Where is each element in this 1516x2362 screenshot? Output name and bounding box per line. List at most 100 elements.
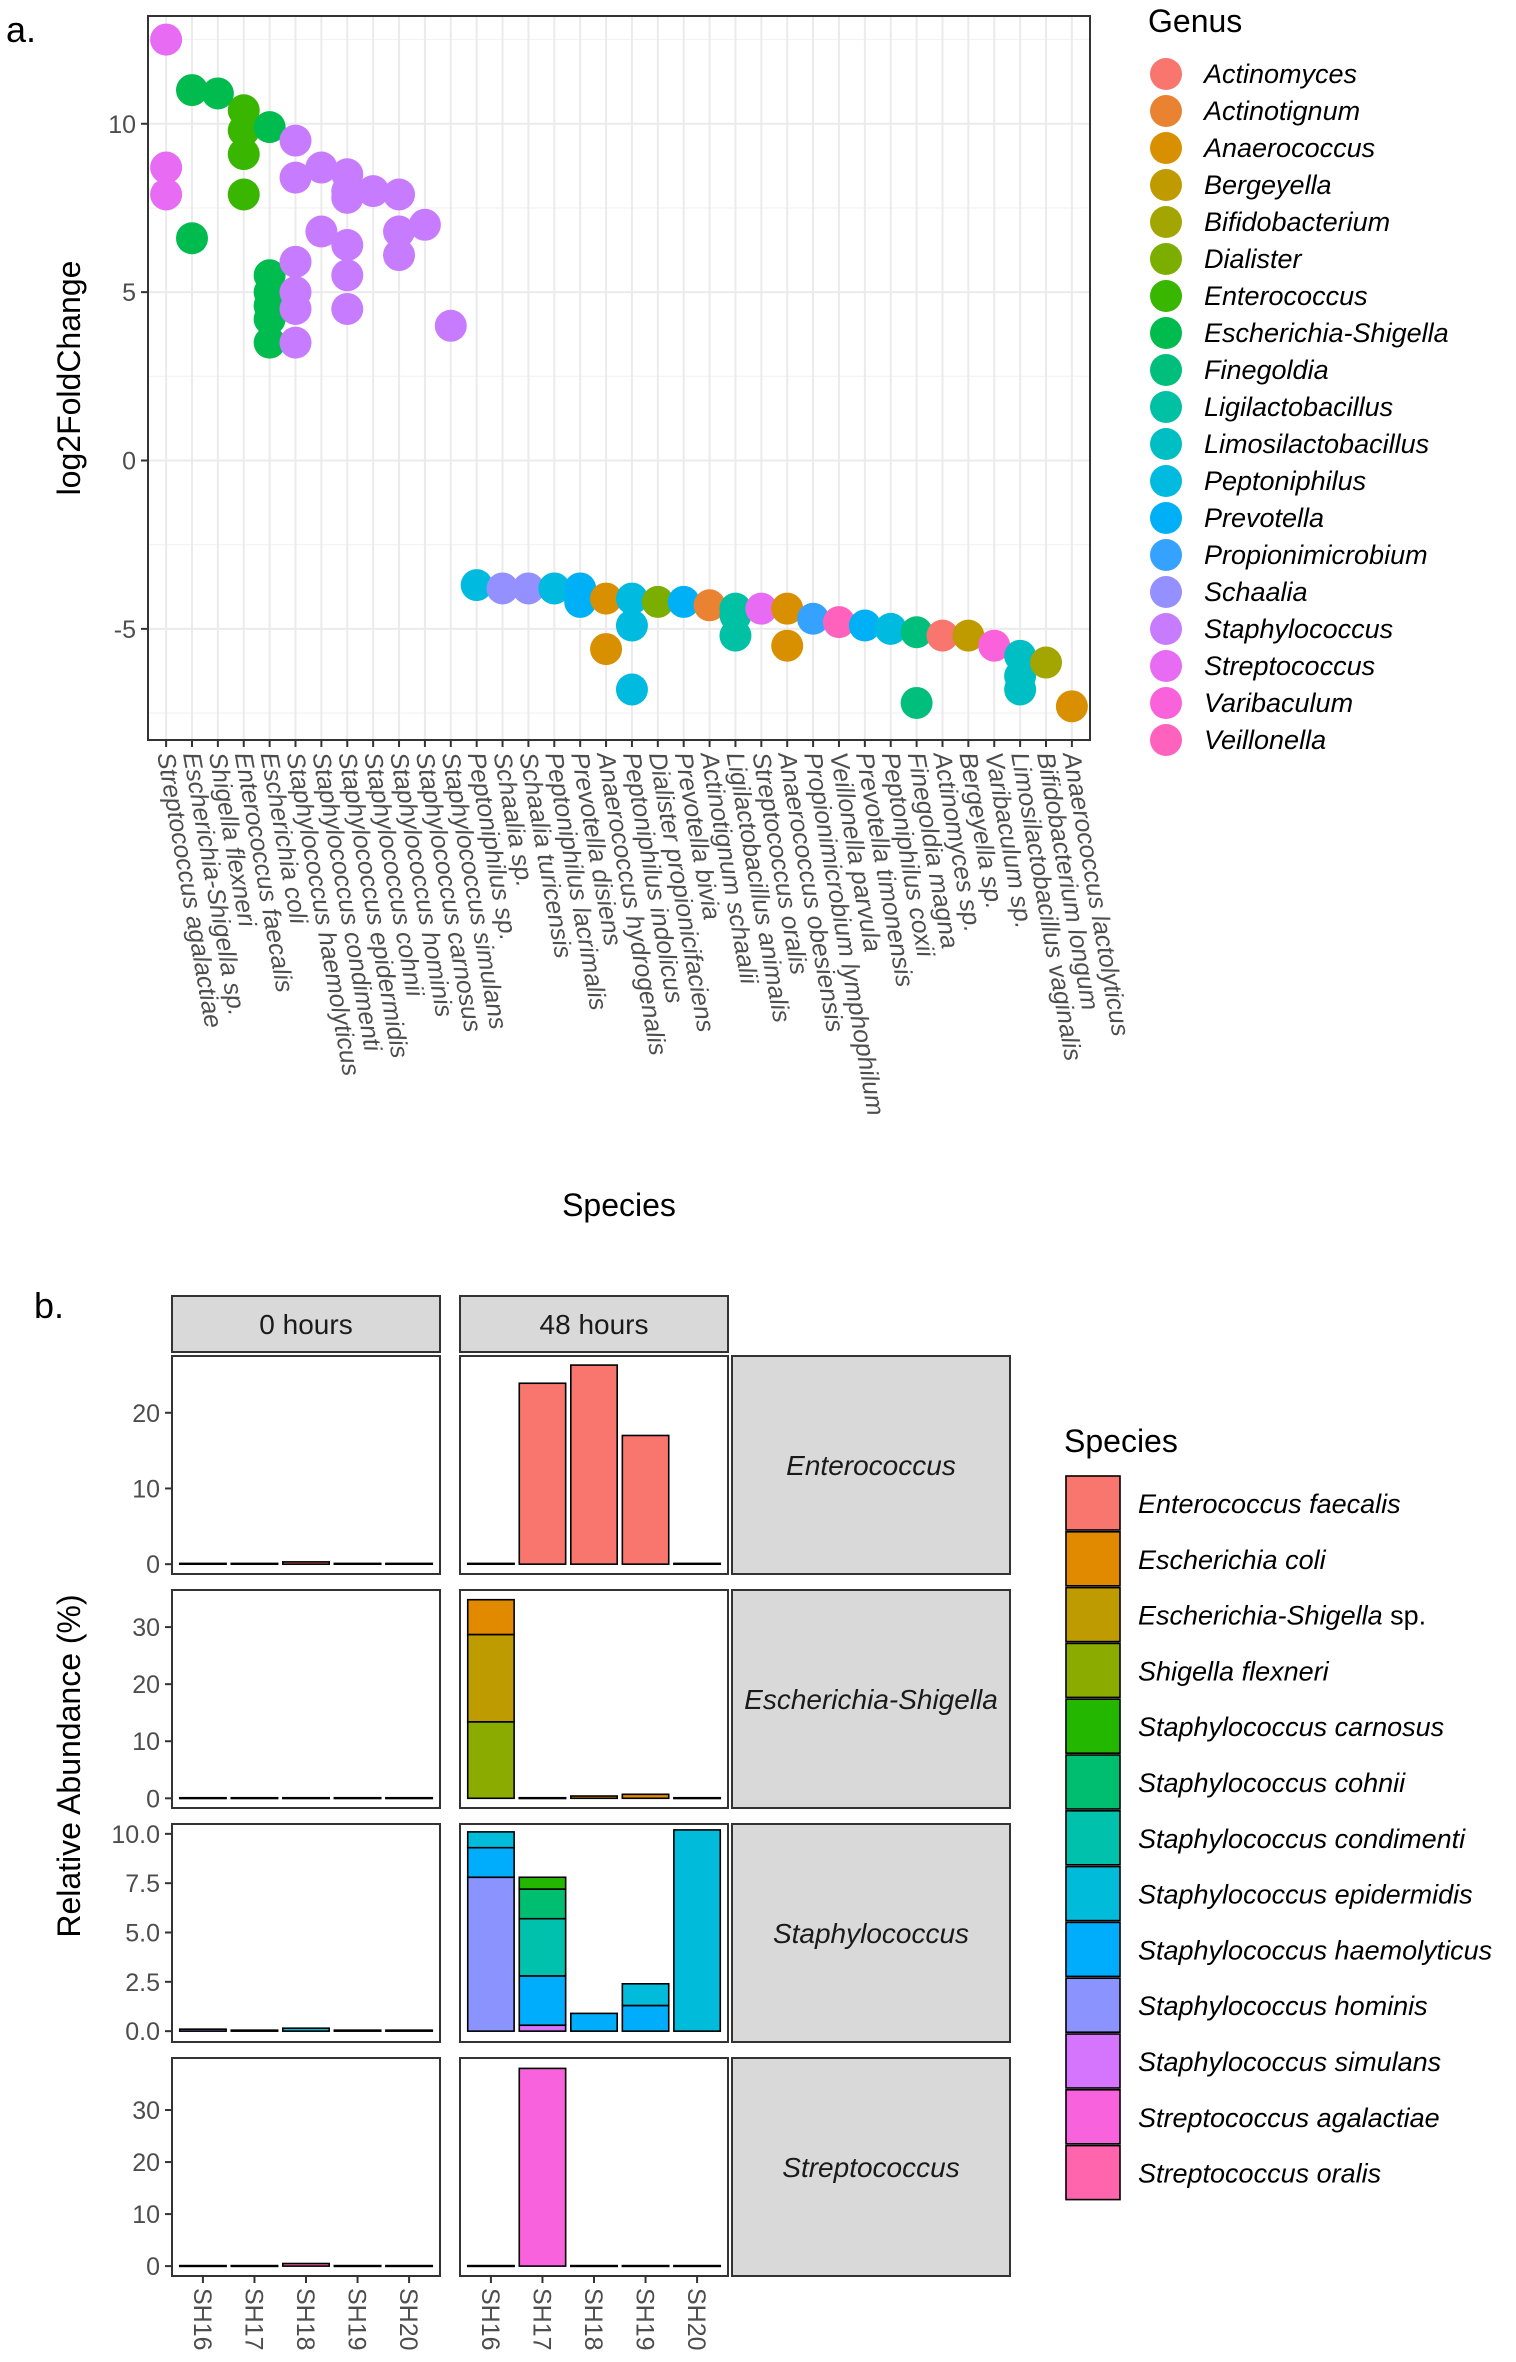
legend-label-name: Staphylococcus simulans xyxy=(1138,2047,1441,2077)
x-tick-label-sh17: SH17 xyxy=(239,2288,267,2351)
bar-enterococcus-48-hours-sh16-enterococcus-faecalis xyxy=(466,1562,515,1566)
legend-label-name: Staphylococcus hominis xyxy=(1138,1991,1428,2021)
bar-streptococcus-48-hours-sh17-streptococcus-agalactiae xyxy=(518,2067,567,2267)
legend-label-staphylococcus-condimenti: Staphylococcus condimenti xyxy=(1138,1824,1466,1854)
legend-key-propionimicrobium xyxy=(1150,539,1182,571)
point-bergeyella-sp-0 xyxy=(952,619,985,652)
legend-key-staphylococcus-carnosus xyxy=(1065,1698,1121,1754)
bar-staphylococcus-48-hours-sh17-staphylococcus-simulans xyxy=(518,2024,567,2032)
legend-label-staphylococcus-hominis: Staphylococcus hominis xyxy=(1138,1991,1428,2021)
point-staphylococcus-condimenti-0 xyxy=(305,151,338,184)
legend-key-staphylococcus-cohnii xyxy=(1065,1754,1121,1810)
panel-b-bars: 0 hours 48 hours Enterococcus 0 10 20 Escheric… xyxy=(51,1295,1492,2351)
legend-key-bifidobacterium xyxy=(1150,206,1182,238)
legend-label-anaerococcus: Anaerococcus xyxy=(1202,133,1375,163)
y-tick-label: 10 xyxy=(132,2201,160,2229)
point-escherichia-coli-5 xyxy=(253,326,286,359)
point-actinomyces-sp-0 xyxy=(926,619,959,652)
x-tick-label-sh19: SH19 xyxy=(343,2288,371,2351)
x-tick-label-sh20: SH20 xyxy=(682,2288,710,2351)
facet-strip-48-hours xyxy=(459,1295,729,1353)
facet-strip-staphylococcus xyxy=(731,1823,1011,2043)
panel-border xyxy=(459,1823,729,2043)
bar-staphylococcus-48-hours-sh17-staphylococcus-cohnii xyxy=(518,1888,567,1920)
point-enterococcus-faecalis-2 xyxy=(227,138,260,171)
point-streptococcus-agalactiae-2 xyxy=(150,178,183,211)
point-varibaculum-sp-0 xyxy=(978,629,1011,662)
legend-key-dialister xyxy=(1150,243,1182,275)
y-tick-label: 30 xyxy=(132,1614,160,1642)
legend-label-name: Staphylococcus carnosus xyxy=(1138,1712,1444,1742)
panel-background xyxy=(460,2058,728,2276)
x-tick-label-sh20: SH20 xyxy=(394,2288,422,2351)
legend-label-streptococcus-oralis: Streptococcus oralis xyxy=(1138,2159,1381,2189)
bar-staphylococcus-0-hours-sh17-staphylococcus-hominis xyxy=(230,2029,279,2032)
legend-key-streptococcus-agalactiae xyxy=(1065,2089,1121,2145)
point-peptoniphilus-indolicus-0 xyxy=(615,582,648,615)
bar-escherichia-shigella-0-hours-sh19-escherichia-coli xyxy=(333,1796,382,1800)
point-staphylococcus-epidermidis-4 xyxy=(331,259,364,292)
facet-strip-label-streptococcus: Streptococcus xyxy=(782,2152,959,2183)
legend-label-bifidobacterium: Bifidobacterium xyxy=(1204,207,1390,237)
legend-key-limosilactobacillus xyxy=(1150,428,1182,460)
legend-key-schaalia xyxy=(1150,576,1182,608)
point-bifidobacterium-longum-0 xyxy=(1030,646,1063,679)
facet-strip-0-hours xyxy=(171,1295,441,1353)
bar-staphylococcus-0-hours-sh20-staphylococcus-hominis xyxy=(385,2029,434,2032)
legend-label-staphylococcus-simulans: Staphylococcus simulans xyxy=(1138,2047,1441,2077)
facet-strip-label-staphylococcus: Staphylococcus xyxy=(773,1918,969,1949)
facet-strip-label-enterococcus: Enterococcus xyxy=(786,1450,956,1481)
y-tick-label: 20 xyxy=(132,1671,160,1699)
point-anaerococcus-obesiensis-1 xyxy=(771,629,804,662)
legend-key-actinomyces xyxy=(1150,58,1182,90)
point-finegoldia-magna-1 xyxy=(900,686,933,719)
y-tick-label: 10 xyxy=(132,1475,160,1503)
bar-escherichia-shigella-48-hours-sh16-escherichia-shigella xyxy=(466,1633,515,1723)
y-tick-label: 0 xyxy=(146,2253,160,2281)
bar-staphylococcus-48-hours-sh16-staphylococcus-epidermidis xyxy=(466,1831,515,1849)
point-dialister-propionicifaciens-0 xyxy=(641,585,674,618)
bar-escherichia-shigella-0-hours-sh16-escherichia-coli xyxy=(178,1796,227,1800)
y-tick-label: 10 xyxy=(132,1728,160,1756)
point-escherichia-shigella-sp-1 xyxy=(175,222,208,255)
legend-label-staphylococcus-cohnii: Staphylococcus cohnii xyxy=(1138,1768,1406,1798)
bar-streptococcus-48-hours-sh20-streptococcus-agalactiae xyxy=(673,2264,722,2268)
legend-label-finegoldia: Finegoldia xyxy=(1204,355,1329,385)
bar-escherichia-shigella-0-hours-sh17-escherichia-coli xyxy=(230,1796,279,1800)
legend-key-escherichia-shigella xyxy=(1065,1586,1121,1643)
panel-label-a: a. xyxy=(6,9,36,50)
legend-label-staphylococcus-epidermidis: Staphylococcus epidermidis xyxy=(1138,1880,1473,1910)
bar-staphylococcus-48-hours-sh17-staphylococcus-haemolyticus xyxy=(518,1975,567,2027)
bar-staphylococcus-0-hours-sh18-staphylococcus-epidermidis xyxy=(282,2027,330,2032)
bar-streptococcus-0-hours-sh16-streptococcus-agalactiae xyxy=(178,2264,227,2268)
point-staphylococcus-haemolyticus-5 xyxy=(279,326,312,359)
bar-enterococcus-0-hours-sh19-enterococcus-faecalis xyxy=(333,1562,382,1566)
legend-label-prevotella: Prevotella xyxy=(1204,503,1324,533)
bar-staphylococcus-48-hours-sh16-staphylococcus-haemolyticus xyxy=(466,1846,515,1879)
legend-label-enterococcus: Enterococcus xyxy=(1204,281,1368,311)
legend-label-dialister: Dialister xyxy=(1204,244,1303,274)
facet-strip-escherichia-shigella xyxy=(731,1589,1011,1809)
point-staphylococcus-hominis-0 xyxy=(383,178,416,211)
legend-label-peptoniphilus: Peptoniphilus xyxy=(1204,466,1366,496)
legend-label-staphylococcus-haemolyticus: Staphylococcus haemolyticus xyxy=(1138,1935,1492,1965)
y-tick-label: 30 xyxy=(132,2097,160,2125)
legend-key-staphylococcus-hominis xyxy=(1065,1977,1121,2033)
legend-label-name: Enterococcus faecalis xyxy=(1138,1489,1401,1519)
panel-background xyxy=(172,1356,440,1574)
legend-key-enterococcus xyxy=(1150,280,1182,312)
bar-streptococcus-0-hours-sh20-streptococcus-agalactiae xyxy=(385,2264,434,2268)
point-enterococcus-faecalis-3 xyxy=(227,178,260,211)
legend-key-staphylococcus xyxy=(1150,613,1182,645)
bar-escherichia-shigella-48-hours-sh18-escherichia-coli xyxy=(570,1795,618,1800)
bar-escherichia-shigella-0-hours-sh18-escherichia-coli xyxy=(282,1796,330,1800)
point-propionimicrobium-lymphophilum-0 xyxy=(797,602,830,635)
legend-key-bergeyella xyxy=(1150,169,1182,201)
point-prevotella-timonensis-0 xyxy=(848,609,881,642)
bar-staphylococcus-48-hours-sh18-staphylococcus-haemolyticus xyxy=(570,2012,618,2032)
point-shigella-flexneri-0 xyxy=(201,77,234,110)
y-tick-label: 20 xyxy=(132,2149,160,2177)
point-staphylococcus-condimenti-1 xyxy=(305,215,338,248)
point-schaalia-turicensis-0 xyxy=(512,572,545,605)
y-tick-label: 2.5 xyxy=(125,1969,160,1997)
